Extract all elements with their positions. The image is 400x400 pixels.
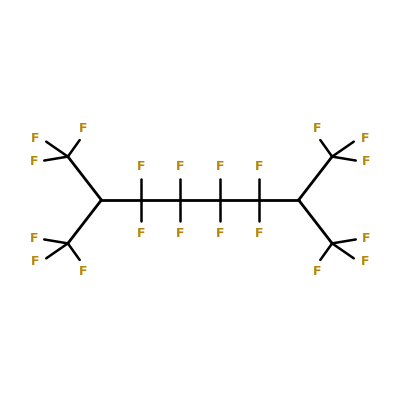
Text: F: F [30, 155, 38, 168]
Text: F: F [360, 132, 369, 145]
Text: F: F [360, 255, 369, 268]
Text: F: F [30, 232, 38, 245]
Text: F: F [216, 160, 224, 173]
Text: F: F [79, 265, 87, 278]
Text: F: F [255, 160, 264, 173]
Text: F: F [176, 227, 184, 240]
Text: F: F [313, 265, 322, 278]
Text: F: F [362, 155, 370, 168]
Text: F: F [362, 232, 370, 245]
Text: F: F [31, 255, 40, 268]
Text: F: F [176, 160, 184, 173]
Text: F: F [313, 122, 322, 135]
Text: F: F [136, 227, 145, 240]
Text: F: F [79, 122, 87, 135]
Text: F: F [255, 227, 264, 240]
Text: F: F [136, 160, 145, 173]
Text: F: F [216, 227, 224, 240]
Text: F: F [31, 132, 40, 145]
